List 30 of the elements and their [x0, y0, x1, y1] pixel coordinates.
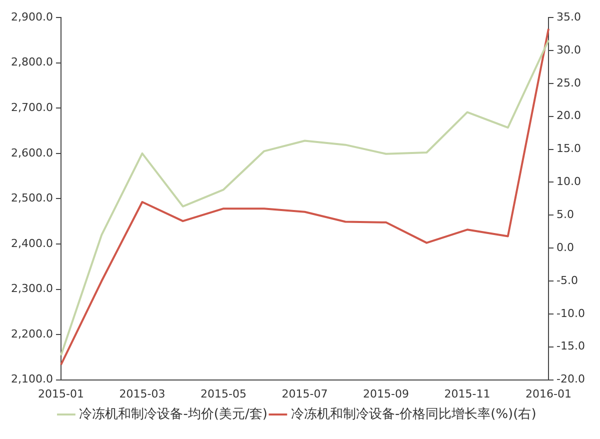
y2-tick-label: 35.0 — [556, 10, 582, 24]
y-tick-label: 2,900.0 — [10, 10, 53, 24]
y2-tick-label: 30.0 — [556, 43, 582, 56]
y-tick-label: 2,500.0 — [10, 192, 53, 205]
x-tick-label: 2015-03 — [119, 387, 166, 400]
y2-tick-label: 15.0 — [556, 142, 582, 156]
y2-tick-label: -15.0 — [556, 340, 586, 353]
y-tick-label: 2,800.0 — [10, 56, 53, 69]
y-tick-label: 2,400.0 — [10, 236, 53, 250]
y2-tick-label: -5.0 — [556, 274, 578, 287]
y-tick-label: 2,700.0 — [10, 101, 53, 114]
y-tick-label: 2,200.0 — [10, 327, 53, 340]
x-tick-label: 2015-07 — [282, 387, 328, 400]
y-tick-label: 2,300.0 — [10, 282, 53, 296]
x-tick-label: 2016-01 — [526, 387, 572, 400]
x-tick-label: 2015-01 — [38, 387, 84, 400]
y2-tick-label: -20.0 — [556, 372, 586, 386]
legend-label: 冷冻机和制冷设备-均价(美元/套) — [79, 406, 268, 422]
y2-tick-label: -10.0 — [556, 306, 586, 320]
y2-tick-label: 10.0 — [556, 175, 582, 188]
x-tick-label: 2015-09 — [363, 387, 410, 400]
y-tick-label: 2,600.0 — [10, 146, 53, 160]
x-tick-label: 2015-11 — [444, 387, 490, 400]
x-tick-label: 2015-05 — [200, 387, 246, 400]
y2-tick-label: 25.0 — [556, 76, 582, 90]
y2-tick-label: 0.0 — [556, 240, 574, 254]
legend-label: 冷冻机和制冷设备-价格同比增长率(%)(右) — [290, 406, 536, 422]
y2-tick-label: 5.0 — [556, 208, 574, 222]
y2-tick-label: 20.0 — [556, 109, 582, 122]
y-tick-label: 2,100.0 — [10, 372, 53, 386]
